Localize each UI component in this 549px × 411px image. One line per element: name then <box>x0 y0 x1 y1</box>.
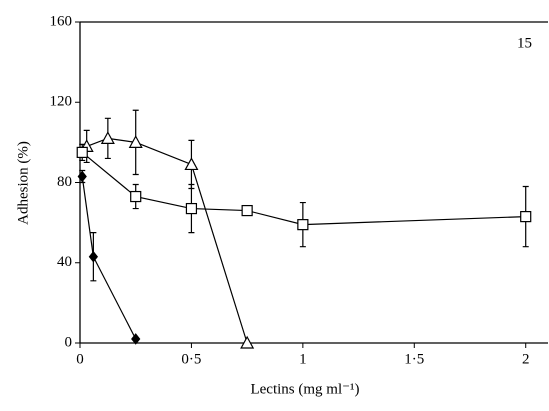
y-tick-label: 0 <box>65 334 73 350</box>
point <box>131 333 141 345</box>
annotation: 15 <box>517 35 532 51</box>
point <box>77 170 87 183</box>
point <box>240 335 255 349</box>
axes-frame <box>79 21 548 344</box>
point <box>128 135 143 148</box>
x-tick-label: 2 <box>522 351 530 367</box>
point <box>88 250 99 263</box>
point <box>76 146 88 159</box>
point <box>185 202 198 215</box>
x-tick-label: 1 <box>299 351 307 367</box>
x-tick-label: 1·5 <box>404 351 424 367</box>
point <box>520 211 532 223</box>
y-tick-label: 120 <box>50 94 73 110</box>
point <box>100 131 115 144</box>
y-tick-label: 80 <box>57 174 72 190</box>
x-axis-label: Lectins (mg ml⁻¹) <box>250 381 359 397</box>
x-tick-label: 0·5 <box>181 351 201 367</box>
y-tick-label: 40 <box>57 254 72 270</box>
point <box>184 157 199 171</box>
y-axis-label: Adhesion (%) <box>15 141 31 225</box>
series-line <box>86 137 248 344</box>
point <box>241 204 253 217</box>
y-tick-label: 160 <box>50 13 73 29</box>
point <box>130 190 142 203</box>
point <box>297 219 309 231</box>
series-line <box>81 151 526 226</box>
x-tick-label: 0 <box>76 351 84 367</box>
